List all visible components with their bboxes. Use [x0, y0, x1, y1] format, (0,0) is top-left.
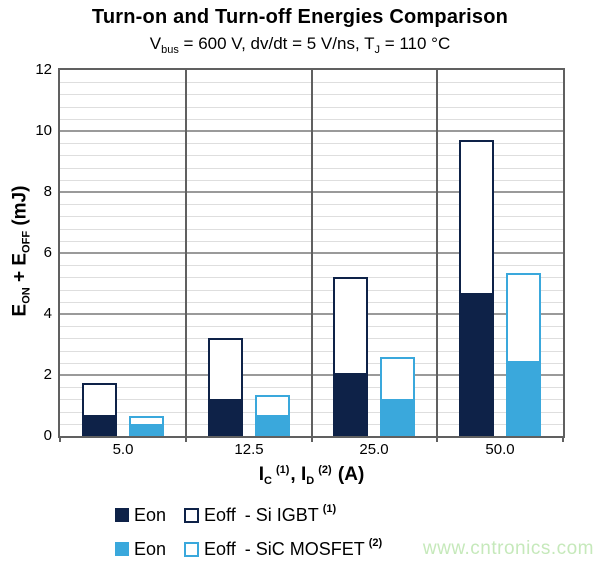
subtitle-sub-bus: bus [161, 44, 179, 56]
legend-device-si-igbt: - Si IGBT [244, 504, 319, 525]
x-axis-title: IC(1), ID(2) (A) [58, 464, 565, 487]
x-axis-tick [562, 436, 564, 442]
legend-eoff-open-swatch-icon [184, 541, 200, 557]
x-axis-tick [436, 436, 438, 442]
subtitle-text: = 110 °C [379, 34, 451, 53]
y-tick-label: 10 [35, 122, 52, 139]
x-axis-title-text: , I [290, 464, 307, 485]
category-group-5.0 [60, 70, 186, 436]
legend-eon-filled-swatch-icon [115, 542, 129, 556]
sic-mosfet-stacked-bar [128, 416, 164, 436]
subtitle-text: V [149, 34, 162, 53]
sic-mosfet-eon-segment [256, 415, 288, 434]
x-axis-sup-1: (1) [275, 464, 290, 476]
si-igbt-eon-segment [461, 293, 493, 434]
y-tick-label: 0 [43, 427, 52, 444]
legend-eon-label: Eon [134, 504, 167, 525]
plot-area [58, 68, 565, 438]
sic-mosfet-stacked-bar [506, 273, 542, 436]
chart-subtitle: Vbus = 600 V, dv/dt = 5 V/ns, TJ = 110 °… [0, 34, 600, 56]
subtitle-sub-j: J [374, 44, 380, 56]
legend-row-si-igbt: Eon Eoff - Si IGBT (1) [115, 503, 382, 527]
legend-eoff-label: Eoff [204, 538, 236, 559]
sic-mosfet-eon-segment [130, 424, 162, 434]
x-axis-title-text: I [258, 464, 264, 485]
x-tick-label: 25.0 [359, 441, 389, 458]
si-igbt-stacked-bar [207, 338, 243, 436]
y-tick-label: 12 [35, 61, 52, 78]
x-axis-tick [59, 436, 61, 442]
sic-mosfet-stacked-bar [380, 357, 416, 436]
x-tick-label: 50.0 [485, 441, 515, 458]
x-axis-tick [311, 436, 313, 442]
legend-device-sup: (2) [368, 537, 383, 549]
category-group-25.0 [312, 70, 438, 436]
si-igbt-stacked-bar [459, 140, 495, 436]
x-tick-label: 5.0 [112, 441, 134, 458]
legend-eon-filled-swatch-icon [115, 508, 129, 522]
legend: Eon Eoff - Si IGBT (1) Eon Eoff - SiC MO… [115, 503, 382, 567]
category-group-12.5 [186, 70, 312, 436]
si-igbt-eon-segment [209, 399, 241, 434]
category-group-50.0 [437, 70, 563, 436]
category-divider [436, 70, 438, 436]
legend-eon-label: Eon [134, 538, 167, 559]
legend-device-sic-mosfet: - SiC MOSFET [244, 538, 365, 559]
si-igbt-stacked-bar [81, 383, 117, 436]
sic-mosfet-eon-segment [508, 361, 540, 434]
x-axis-sub-d: D [306, 475, 315, 487]
legend-row-sic-mosfet: Eon Eoff - SiC MOSFET (2) [115, 537, 382, 561]
y-tick-label: 4 [43, 305, 52, 322]
subtitle-text: = 600 V, dv/dt = 5 V/ns, T [178, 34, 375, 53]
y-tick-label: 6 [43, 244, 52, 261]
x-axis-tick [185, 436, 187, 442]
x-tick-label: 12.5 [234, 441, 264, 458]
y-axis-sub-on: ON [20, 287, 33, 304]
x-axis-sub-c: C [263, 475, 272, 487]
y-tick-label: 8 [43, 183, 52, 200]
x-axis-title-text: (A) [332, 464, 365, 485]
category-divider [185, 70, 187, 436]
si-igbt-eon-segment [83, 415, 115, 434]
sic-mosfet-eon-segment [382, 399, 414, 434]
category-divider [311, 70, 313, 436]
si-igbt-eon-segment [335, 373, 367, 434]
x-axis-sup-2: (2) [318, 464, 332, 476]
si-igbt-stacked-bar [333, 277, 369, 436]
watermark: www.cntronics.com [422, 538, 594, 559]
y-tick-label: 2 [43, 366, 52, 383]
chart-title: Turn-on and Turn-off Energies Comparison [91, 6, 509, 28]
legend-device-sup: (1) [322, 503, 337, 515]
sic-mosfet-stacked-bar [254, 395, 290, 436]
legend-eoff-label: Eoff [204, 504, 236, 525]
legend-eoff-open-swatch-icon [184, 507, 200, 523]
